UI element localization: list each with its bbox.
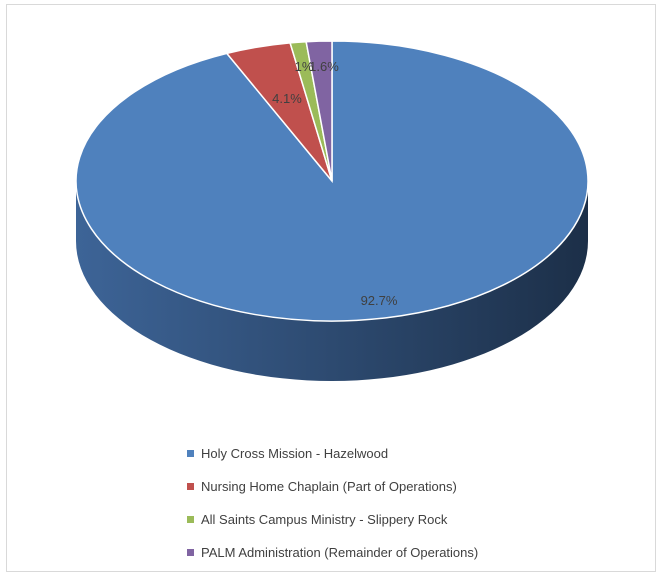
chart-area: 92.7% 4.1% 1% 1.6% Holy Cross Mission - Haz… [6, 4, 656, 572]
legend-swatch [187, 449, 194, 457]
legend-label: PALM Administration (Remainder of Operat… [201, 544, 479, 560]
legend-label: All Saints Campus Ministry - Slippery Ro… [201, 511, 448, 527]
pie-data-label: 4.1% [272, 91, 302, 106]
legend-swatch [187, 482, 194, 490]
legend-swatch [187, 515, 194, 523]
legend-swatch [187, 548, 194, 556]
legend-item: All Saints Campus Ministry - Slippery Ro… [187, 507, 478, 531]
legend: Holy Cross Mission - Hazelwood Nursing H… [187, 441, 478, 573]
legend-item: Holy Cross Mission - Hazelwood [187, 441, 478, 465]
pie-data-labels: 92.7% 4.1% 1%1.6% [272, 59, 398, 308]
pie-data-label: 1% [295, 59, 314, 74]
pie-top-slices [75, 40, 589, 322]
pie-side-face [76, 181, 588, 381]
legend-label: Holy Cross Mission - Hazelwood [201, 445, 389, 461]
pie-data-label: 1.6% [309, 59, 339, 74]
pie-slice [75, 40, 589, 322]
pie-slice [305, 40, 333, 182]
pie-chart: 92.7% 4.1% 1%1.6% [75, 40, 589, 381]
pie-side-wall [76, 181, 588, 381]
legend-item: Nursing Home Chaplain (Part of Operation… [187, 474, 478, 498]
legend-label: Nursing Home Chaplain (Part of Operation… [201, 478, 457, 494]
legend-item: PALM Administration (Remainder of Operat… [187, 540, 478, 564]
pie-data-label: 92.7% [361, 293, 398, 308]
